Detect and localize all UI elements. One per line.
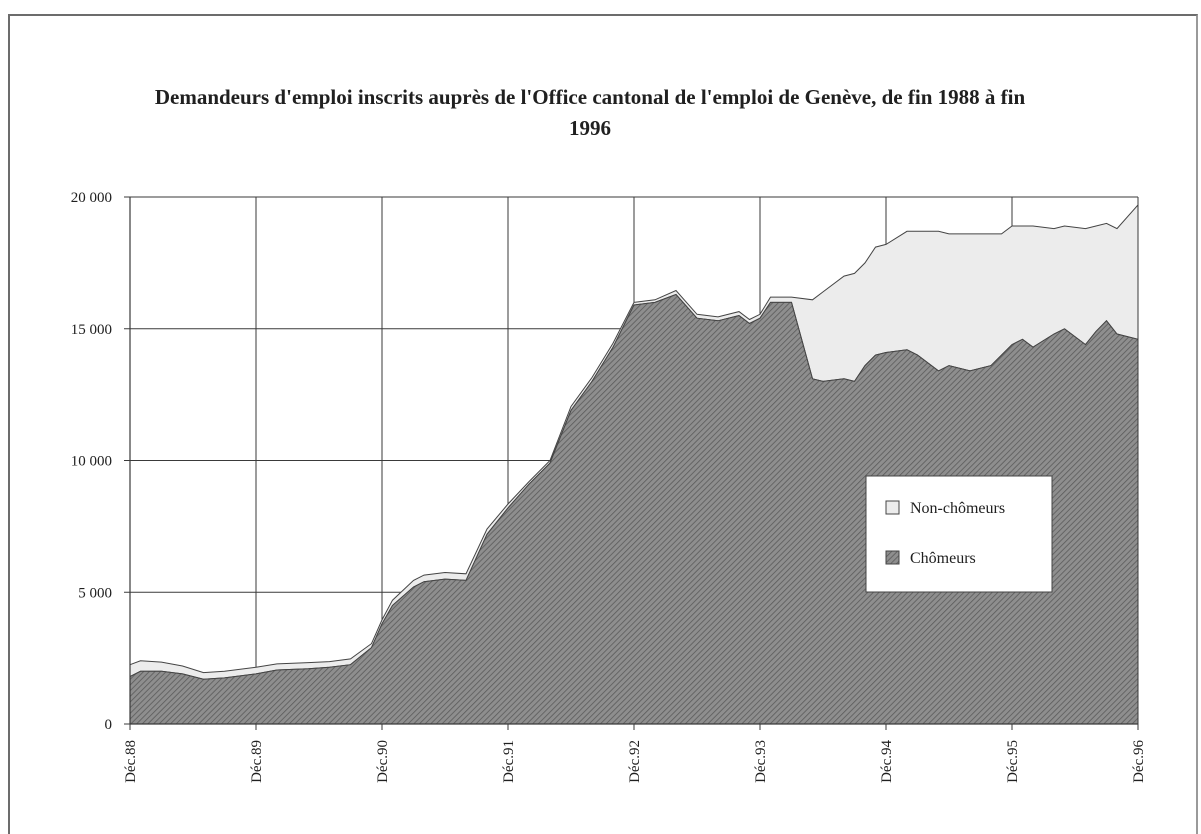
y-tick-label: 15 000 [71, 322, 112, 338]
legend [865, 475, 1053, 593]
chart-title: Demandeurs d'emploi inscrits auprès de l… [154, 85, 1026, 140]
x-tick-label: Déc.91 [501, 740, 517, 783]
series-area-chomeurs [129, 293, 1139, 725]
legend-swatch-chomeurs [885, 550, 900, 565]
legend-label: Non-chômeurs [910, 500, 1005, 517]
x-tick-label: Déc.88 [123, 740, 139, 783]
x-tick-label: Déc.96 [1131, 740, 1147, 783]
x-tick-label: Déc.89 [249, 740, 265, 783]
x-tick-label: Déc.90 [375, 740, 391, 783]
y-tick-label: 5 000 [78, 585, 112, 601]
legend-label: Chômeurs [910, 550, 976, 567]
x-tick-label: Déc.93 [753, 740, 769, 783]
y-tick-label: 0 [105, 717, 113, 733]
y-tick-label: 10 000 [71, 454, 112, 470]
chart-frame [8, 14, 1198, 834]
x-tick-label: Déc.92 [627, 740, 643, 783]
legend-swatch-non-chomeurs [885, 500, 900, 515]
x-tick-label: Déc.94 [879, 740, 895, 783]
y-tick-label: 20 000 [71, 190, 112, 206]
x-tick-label: Déc.95 [1005, 740, 1021, 783]
